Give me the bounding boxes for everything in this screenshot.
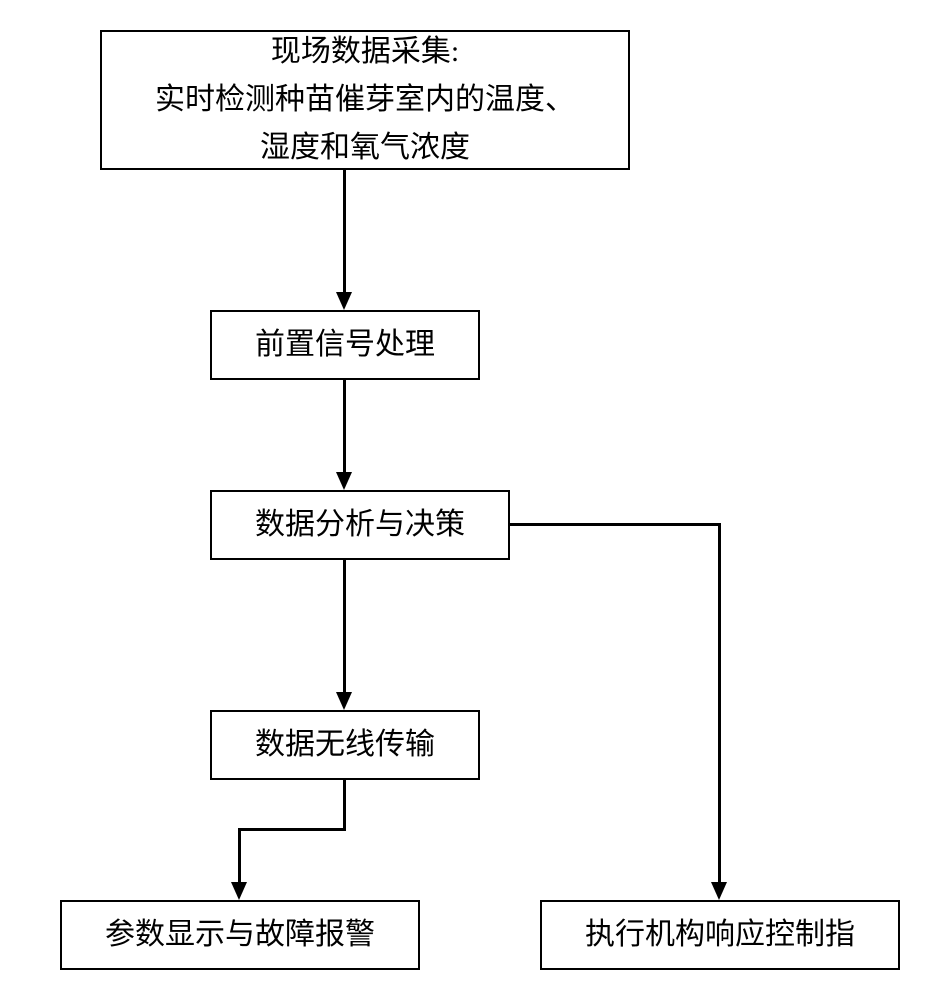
flowchart-node-actuator-response: 执行机构响应控制指 xyxy=(540,900,900,970)
flowchart-node-data-collection: 现场数据采集: 实时检测种苗催芽室内的温度、 湿度和氧气浓度 xyxy=(100,30,630,170)
node-text: 参数显示与故障报警 xyxy=(105,911,375,959)
arrow-line xyxy=(238,828,346,831)
node-text: 执行机构响应控制指 xyxy=(585,911,855,959)
arrow-line xyxy=(343,170,346,292)
arrow-line xyxy=(718,523,721,882)
node-text: 前置信号处理 xyxy=(255,321,435,369)
node-text: 数据无线传输 xyxy=(255,721,435,769)
flowchart-node-analysis-decision: 数据分析与决策 xyxy=(210,490,510,560)
flowchart-node-display-alarm: 参数显示与故障报警 xyxy=(60,900,420,970)
arrow-line xyxy=(343,560,346,692)
arrow-line xyxy=(343,380,346,472)
arrow-line xyxy=(510,523,720,526)
flowchart-node-wireless-transmission: 数据无线传输 xyxy=(210,710,480,780)
arrow-line xyxy=(343,780,346,830)
arrow-head xyxy=(231,882,247,900)
node-text: 数据分析与决策 xyxy=(255,501,465,549)
arrow-head xyxy=(336,292,352,310)
arrow-line xyxy=(238,828,241,882)
arrow-head xyxy=(711,882,727,900)
arrow-head xyxy=(336,692,352,710)
node-text: 现场数据采集: 实时检测种苗催芽室内的温度、 湿度和氧气浓度 xyxy=(155,28,575,172)
arrow-head xyxy=(336,472,352,490)
flowchart-node-signal-processing: 前置信号处理 xyxy=(210,310,480,380)
